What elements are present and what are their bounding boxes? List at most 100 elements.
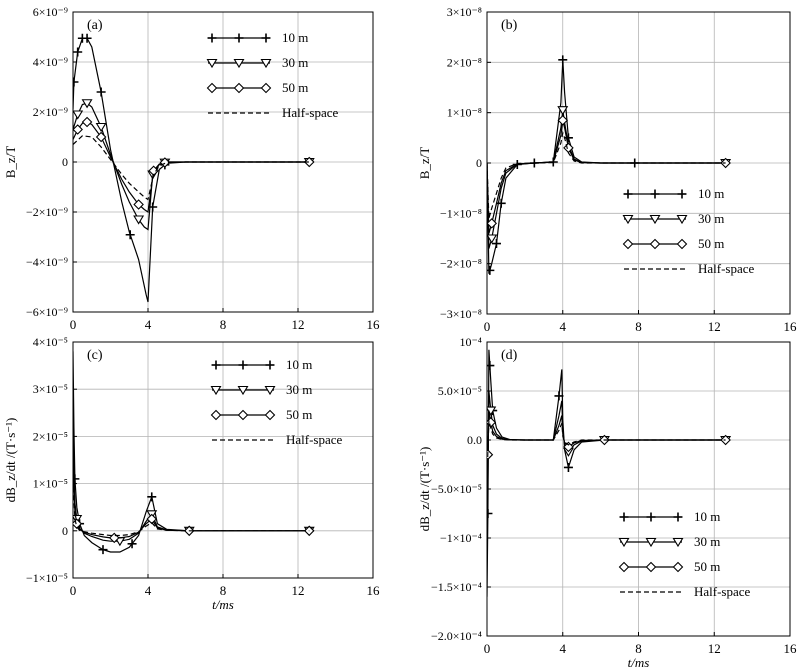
diamond-marker [206, 82, 218, 94]
plus-marker [234, 33, 244, 43]
chart-panel-d: 0 4 8 12 16 −2.0×10⁻⁴ −1.5×10⁻⁴ −1×10⁻⁴ −5.0×10⁻… [417, 335, 797, 670]
plus-marker [677, 189, 687, 199]
triangle-marker [649, 214, 661, 225]
y-tick-label: 1×10⁻⁵ [33, 477, 68, 491]
y-axis-label: B_z/T [417, 147, 432, 180]
triangle-marker [81, 99, 93, 109]
panel-label: (b) [501, 18, 518, 33]
plus-marker [646, 512, 656, 522]
x-tick-label: 12 [292, 583, 305, 598]
legend-label: 10 m [282, 30, 308, 45]
x-tick-label: 0 [484, 641, 491, 656]
triangle-marker [622, 214, 634, 225]
series-line [73, 135, 310, 201]
plus-marker [673, 512, 683, 522]
y-tick-label: 6×10⁻⁹ [33, 5, 68, 19]
triangle-marker [618, 537, 630, 548]
legend-label: 10 m [698, 186, 724, 201]
y-tick-label: 3×10⁻⁸ [447, 5, 482, 19]
y-tick-label: −4×10⁻⁹ [26, 255, 68, 269]
legend-label: Half-space [282, 105, 339, 120]
x-tick-label: 8 [635, 319, 642, 334]
y-tick-label: 4×10⁻⁵ [33, 335, 68, 349]
x-tick-label: 4 [145, 583, 152, 598]
triangle-marker [133, 215, 145, 225]
y-tick-label: −1×10⁻⁴ [440, 531, 482, 545]
legend-label: 30 m [694, 534, 720, 549]
chart-panel-c: 0 4 8 12 16−1×10⁻⁵01×10⁻⁵2×10⁻⁵3×10⁻⁵4×10⁻⁵(… [3, 335, 380, 612]
y-tick-label: −3×10⁻⁸ [440, 307, 482, 321]
y-tick-label: 5.0×10⁻⁵ [438, 384, 482, 398]
plus-marker [558, 55, 568, 65]
diamond-marker [487, 417, 497, 428]
triangle-marker [210, 385, 222, 396]
triangle-marker [260, 58, 272, 69]
x-tick-label: 4 [145, 317, 152, 332]
plus-marker [73, 47, 83, 57]
series-line [487, 420, 726, 490]
plus-marker [96, 87, 106, 97]
series-line [487, 410, 726, 509]
series-line [73, 37, 310, 303]
y-tick-label: −2×10⁻⁹ [26, 205, 68, 219]
plus-marker [265, 360, 275, 370]
diamond-marker [264, 409, 276, 421]
series-line [487, 349, 726, 597]
plus-marker [98, 545, 108, 555]
legend-label: 10 m [694, 509, 720, 524]
y-tick-label: −2.0×10⁻⁴ [431, 629, 482, 643]
diamond-marker [133, 199, 144, 210]
plus-marker [238, 360, 248, 370]
x-tick-label: 16 [367, 317, 381, 332]
diamond-marker [645, 561, 657, 573]
triangle-marker [73, 110, 84, 120]
plus-marker [207, 33, 217, 43]
diamond-marker [649, 238, 661, 250]
y-tick-label: 2×10⁻⁵ [33, 429, 68, 443]
x-tick-label: 16 [784, 319, 798, 334]
plus-marker [619, 512, 629, 522]
x-tick-label: 0 [70, 583, 77, 598]
series-line [73, 455, 310, 537]
y-tick-label: −2×10⁻⁸ [440, 257, 482, 271]
legend-label: 50 m [286, 407, 312, 422]
x-axis-label: t/ms [628, 655, 650, 670]
triangle-marker [676, 214, 688, 225]
x-tick-label: 4 [560, 641, 567, 656]
legend-label: 50 m [698, 236, 724, 251]
series-line [73, 351, 310, 553]
diamond-marker [237, 409, 249, 421]
diamond-marker [676, 238, 688, 250]
series-group [73, 351, 315, 555]
triangle-marker [237, 385, 249, 396]
plus-marker [211, 360, 221, 370]
series-line [73, 102, 310, 231]
legend-label: 50 m [282, 80, 308, 95]
chart-panel-b: 0 4 8 12 16 −3×10⁻⁸ −2×10⁻⁸ −1×10⁻⁸ 0 1×10⁻⁸ 2×10⁻… [417, 5, 797, 334]
y-tick-label: 10⁻⁴ [459, 335, 482, 349]
y-tick-label: 0 [476, 156, 482, 170]
series-line [487, 110, 726, 249]
series-group [487, 349, 732, 597]
y-tick-label: −1×10⁻⁵ [26, 571, 68, 585]
y-tick-label: −6×10⁻⁹ [26, 305, 68, 319]
chart-panel-a: 0 4 8 12 16 −6×10⁻⁹ −4×10⁻⁹ −2×10⁻⁹ 0 2×10⁻⁹ 4×10⁻… [3, 5, 380, 332]
x-tick-label: 8 [635, 641, 642, 656]
legend-label: 10 m [286, 357, 312, 372]
plus-marker [82, 33, 92, 43]
plus-marker [487, 265, 495, 275]
plus-marker [261, 33, 271, 43]
series-group [487, 55, 732, 275]
series-line [73, 426, 310, 539]
legend-label: 30 m [286, 382, 312, 397]
diamond-marker [260, 82, 272, 94]
triangle-marker [233, 58, 245, 69]
diamond-marker [73, 124, 83, 135]
triangle-marker [95, 122, 107, 133]
diamond-marker [720, 434, 731, 446]
diamond-marker [95, 131, 107, 143]
plus-marker [127, 539, 137, 549]
legend-label: Half-space [286, 432, 343, 447]
y-tick-label: 2×10⁻⁸ [447, 55, 482, 69]
plus-marker [650, 189, 660, 199]
